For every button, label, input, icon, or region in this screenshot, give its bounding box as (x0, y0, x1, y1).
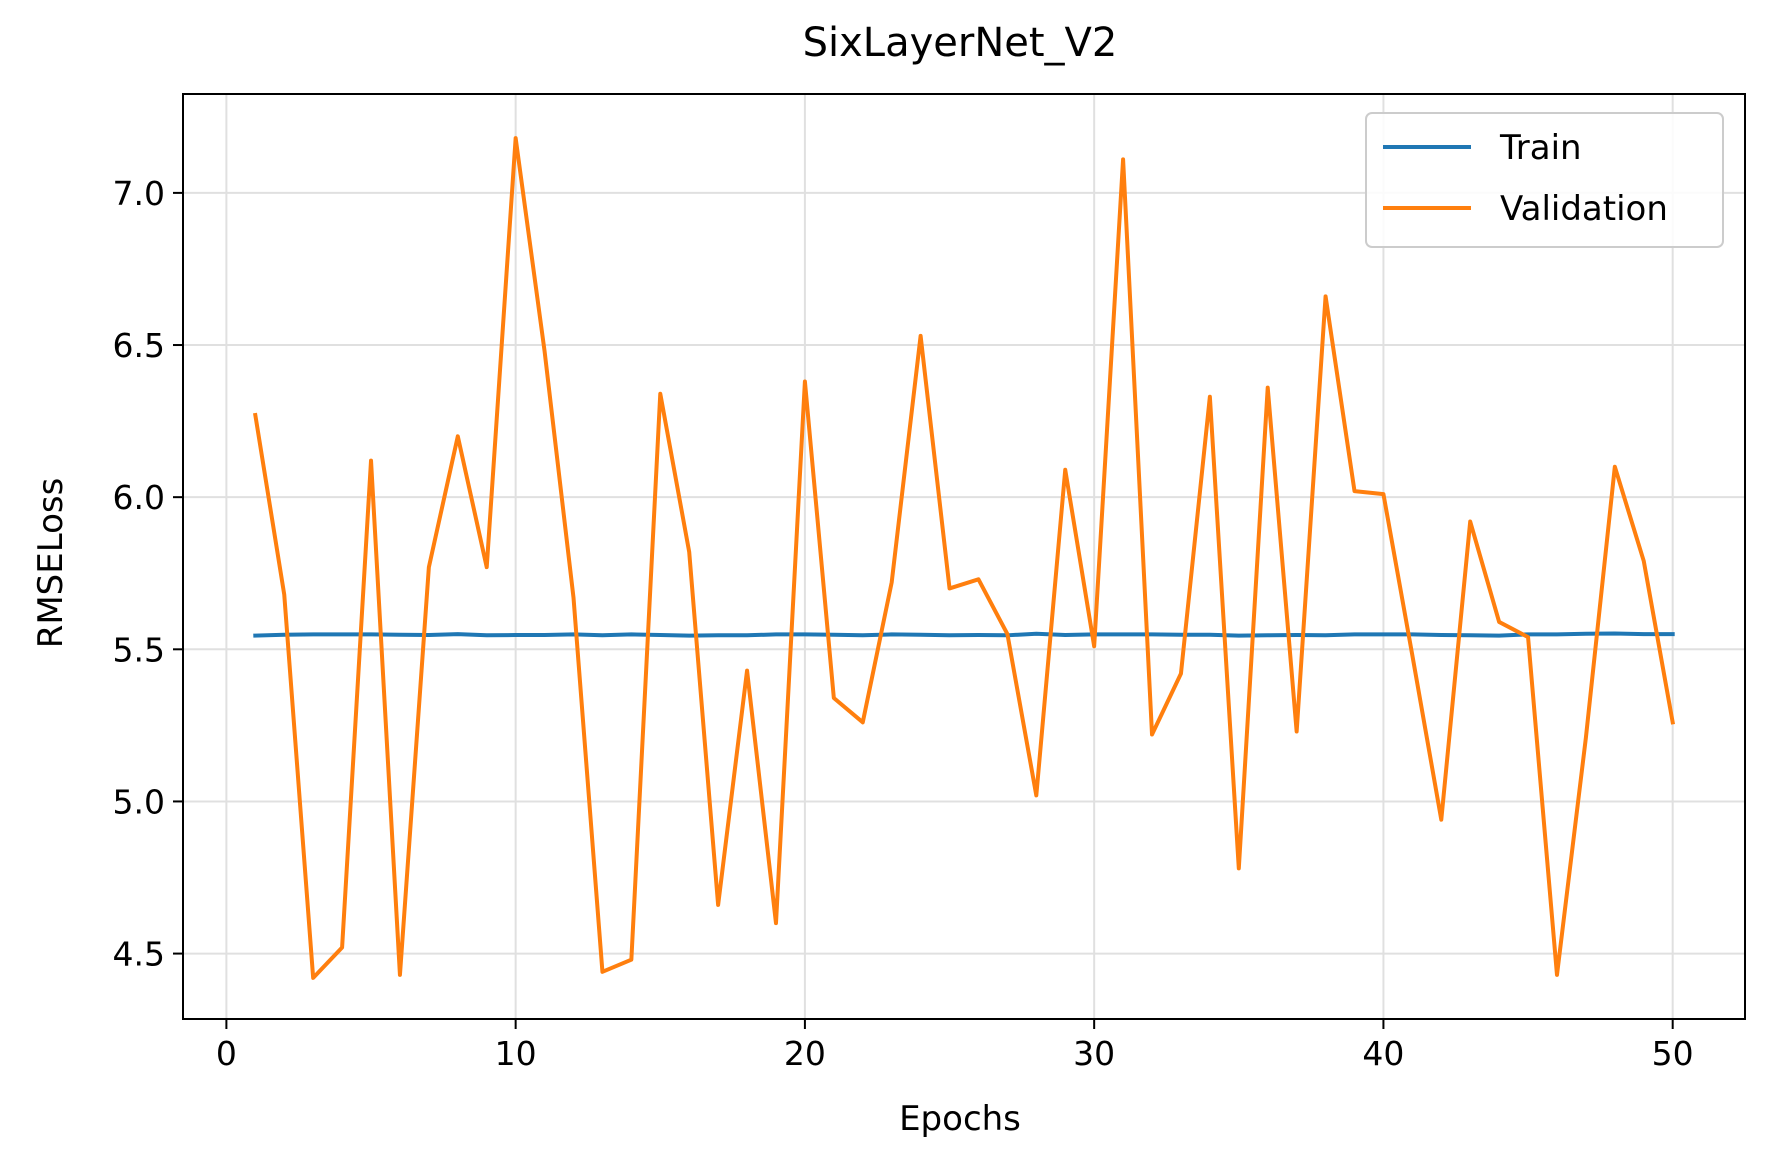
y-tick-label: 6.5 (113, 326, 165, 365)
x-tick-label: 40 (1362, 1034, 1404, 1073)
series-lines (253, 136, 1676, 980)
chart-title: SixLayerNet_V2 (803, 20, 1118, 66)
x-tick-label: 50 (1652, 1034, 1694, 1073)
x-tick-label: 10 (495, 1034, 537, 1073)
y-tick-label: 6.0 (113, 478, 165, 517)
y-axis-label: RMSELoss (31, 478, 71, 649)
axis-ticks: 0 10 20 30 40 50 4.5 5.0 5.5 6.0 6.5 7.0 (113, 174, 1694, 1073)
x-tick-label: 30 (1073, 1034, 1115, 1073)
series-line-train (253, 631, 1675, 638)
grid (183, 94, 1745, 1019)
y-tick-label: 7.0 (113, 174, 165, 213)
x-tick-label: 20 (784, 1034, 826, 1073)
y-tick-label: 5.0 (113, 782, 165, 821)
legend: Train Validation (1365, 112, 1724, 248)
y-tick-label: 4.5 (113, 935, 165, 974)
series-line-validation (253, 136, 1676, 980)
plot-frame (182, 93, 1746, 1020)
x-tick-label: 0 (216, 1034, 237, 1073)
legend-label-train: Train (1499, 128, 1582, 168)
y-tick-label: 5.5 (113, 630, 165, 669)
x-axis-label: Epochs (899, 1099, 1021, 1139)
legend-label-validation: Validation (1500, 189, 1668, 229)
